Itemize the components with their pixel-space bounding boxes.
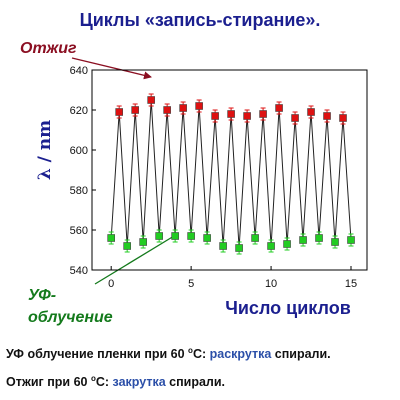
cycle-line <box>110 99 352 249</box>
uv-pointer-line <box>94 235 175 285</box>
anneal-point <box>115 108 123 116</box>
anneal-point <box>211 112 219 120</box>
anneal-point <box>179 104 187 112</box>
uv-point <box>251 234 259 242</box>
uv-point <box>219 242 227 250</box>
uv-point <box>267 242 275 250</box>
caption-uv-keyword: раскрутка <box>209 347 272 362</box>
y-tick-label: 540 <box>70 265 88 277</box>
anneal-annotation: Отжиг <box>20 40 77 57</box>
y-tick-label: 560 <box>70 225 88 237</box>
x-tick-label: 10 <box>265 278 277 290</box>
plot-area: 540 560 580 600 620 640 0 5 10 15 <box>70 65 368 290</box>
anneal-point <box>323 112 331 120</box>
anneal-point <box>195 102 203 110</box>
uv-point <box>155 232 163 240</box>
uv-point <box>299 236 307 244</box>
uv-annotation-line2: облучение <box>28 309 113 326</box>
y-tick-label: 600 <box>70 145 88 157</box>
anneal-point <box>259 110 267 118</box>
anneal-point <box>339 114 347 122</box>
plot-frame <box>91 69 368 271</box>
anneal-arrow <box>71 57 152 80</box>
caption-uv-degree: o <box>188 346 193 355</box>
uv-point <box>123 242 131 250</box>
caption-uv: УФ облучение пленки при 60 oС: раскрутка… <box>6 346 331 361</box>
caption-uv-text-1: УФ облучение пленки при 60 <box>6 347 189 362</box>
uv-point <box>171 232 179 240</box>
caption-uv-text-3: спирали. <box>271 347 331 362</box>
uv-point <box>315 234 323 242</box>
anneal-point <box>227 110 235 118</box>
y-tick-label: 620 <box>70 105 88 117</box>
uv-point <box>235 244 243 252</box>
anneal-point <box>163 106 171 114</box>
uv-point <box>331 238 339 246</box>
uv-point <box>203 234 211 242</box>
anneal-point <box>147 96 155 104</box>
anneal-point <box>131 106 139 114</box>
uv-point <box>347 236 355 244</box>
caption-anneal-text-2: С: <box>95 375 113 390</box>
uv-point <box>283 240 291 248</box>
y-tick-label: 580 <box>70 185 88 197</box>
uv-annotation-line1: УФ- <box>28 287 56 304</box>
uv-point <box>139 238 147 246</box>
caption-anneal-text-3: спирали. <box>165 375 226 390</box>
x-tick-label: 5 <box>188 278 194 290</box>
y-axis-label: λ / nm <box>35 120 55 180</box>
y-tick-label: 640 <box>70 65 88 77</box>
uv-point <box>107 234 115 242</box>
caption-anneal-degree: o <box>90 374 96 383</box>
caption-anneal: Отжиг при 60 oС: закрутка спирали. <box>6 374 225 389</box>
x-tick-label: 0 <box>108 278 114 290</box>
anneal-point <box>243 112 251 120</box>
cycles-chart: Циклы «запись-стирание». Отжиг УФ- облуч… <box>20 10 368 326</box>
caption-uv-text-2: С: <box>192 347 210 362</box>
anneal-point <box>275 104 283 112</box>
caption-anneal-text-1: Отжиг при 60 <box>6 375 91 390</box>
x-axis-label: Число циклов <box>225 298 351 318</box>
uv-point <box>187 232 195 240</box>
anneal-point <box>291 114 299 122</box>
chart-title: Циклы «запись-стирание». <box>80 10 321 30</box>
x-tick-label: 15 <box>345 278 357 290</box>
anneal-point <box>307 108 315 116</box>
caption-anneal-keyword: закрутка <box>112 375 166 390</box>
